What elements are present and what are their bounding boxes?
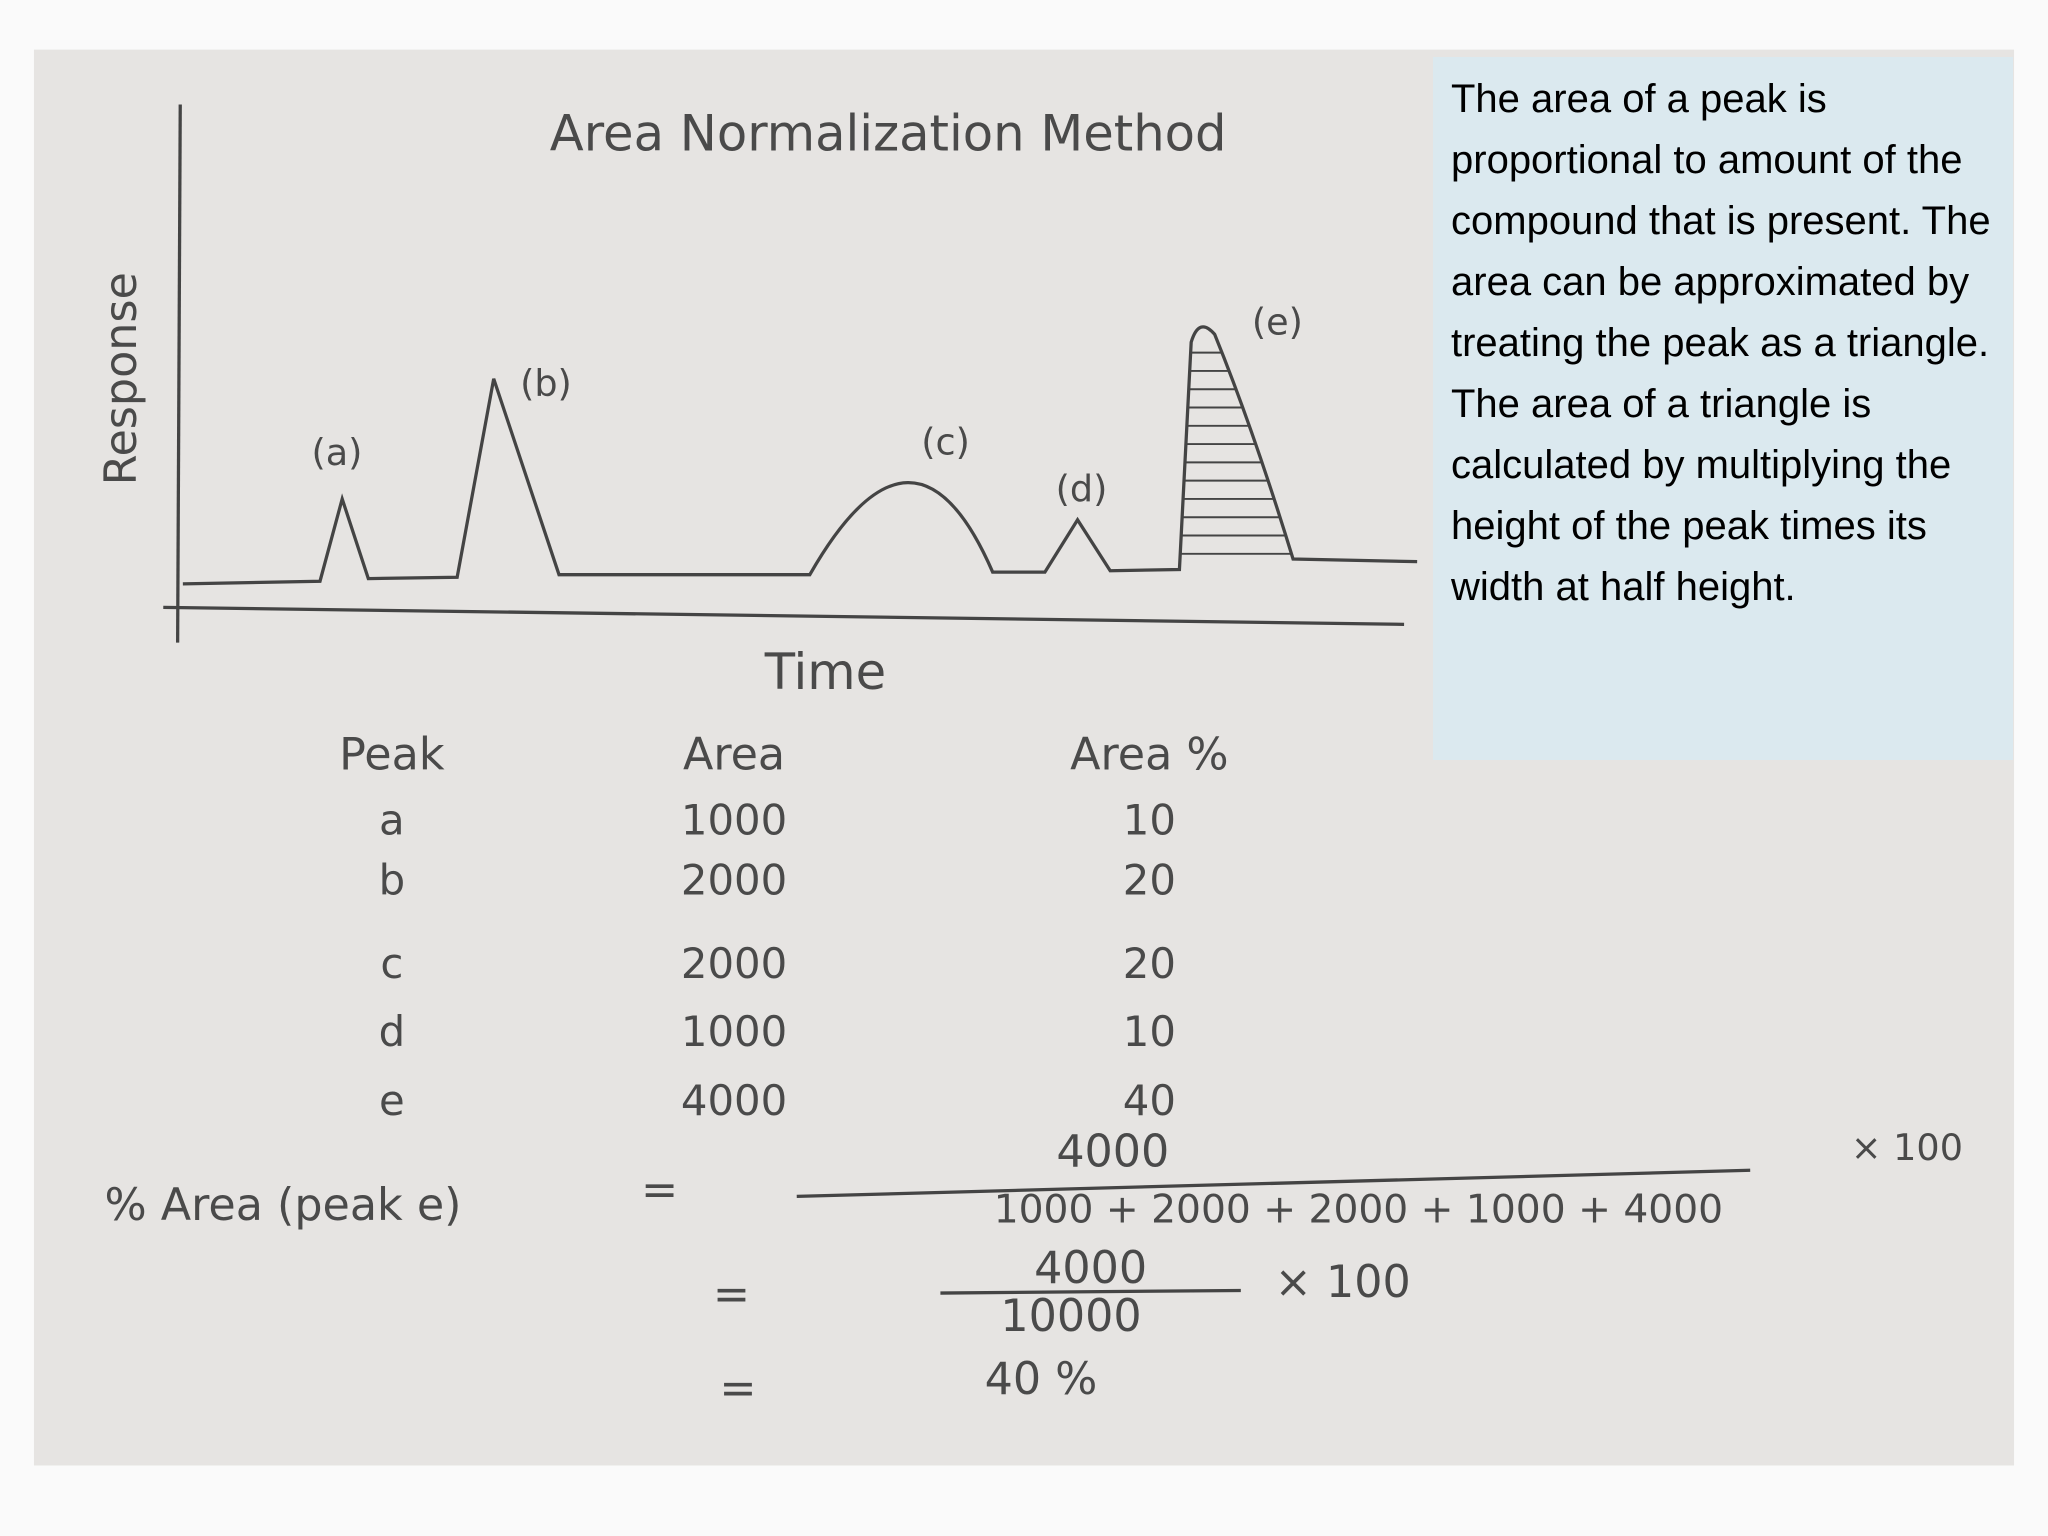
table-cell: 1000 bbox=[681, 1007, 787, 1056]
denominator: 1000 + 2000 + 2000 + 1000 + 4000 bbox=[994, 1188, 1723, 1233]
x-label: Time bbox=[764, 643, 886, 701]
trace bbox=[182, 325, 1418, 586]
table-cell: 2000 bbox=[681, 855, 787, 904]
fraction-line bbox=[796, 1168, 1751, 1199]
table-cell: 1000 bbox=[681, 795, 787, 844]
multiplier: × 100 bbox=[1275, 1257, 1411, 1308]
table-cell: e bbox=[379, 1076, 405, 1125]
peak-label: (a) bbox=[312, 431, 363, 474]
y-label: Response bbox=[96, 272, 147, 485]
x-axis bbox=[163, 605, 1405, 626]
table-cell: 10 bbox=[1123, 795, 1176, 844]
equals: = bbox=[713, 1269, 750, 1320]
peak-label: (d) bbox=[1056, 468, 1108, 511]
note-box: The area of a peak is proportional to am… bbox=[1433, 57, 2013, 760]
table-cell: a bbox=[379, 795, 405, 844]
numerator: 4000 bbox=[1034, 1243, 1147, 1294]
result: 40 % bbox=[985, 1354, 1098, 1405]
table-cell: 20 bbox=[1123, 939, 1176, 988]
figure-title: Area Normalization Method bbox=[550, 105, 1227, 163]
table-cell: 10 bbox=[1123, 1007, 1176, 1056]
table-cell: b bbox=[379, 855, 406, 904]
table-header: Area % bbox=[1070, 730, 1228, 781]
equals: = bbox=[641, 1164, 678, 1215]
calculation: % Area (peak e) = 4000 1000 + 2000 + 200… bbox=[104, 1126, 1962, 1414]
table-cell: c bbox=[380, 939, 403, 988]
table-cell: d bbox=[379, 1007, 406, 1056]
denominator: 10000 bbox=[1000, 1291, 1141, 1342]
peak-label: (c) bbox=[921, 421, 970, 464]
table-header: Area bbox=[683, 730, 785, 781]
table-cell: 4000 bbox=[681, 1076, 787, 1125]
multiplier: × 100 bbox=[1851, 1126, 1963, 1169]
y-axis bbox=[176, 104, 182, 643]
peak-label: (b) bbox=[520, 362, 572, 405]
table-cell: 2000 bbox=[681, 939, 787, 988]
equals: = bbox=[719, 1363, 756, 1414]
fraction-line bbox=[940, 1288, 1241, 1295]
table-cell: 20 bbox=[1123, 855, 1176, 904]
table-header: Peak bbox=[339, 730, 445, 781]
calc-lhs: % Area (peak e) bbox=[104, 1180, 461, 1231]
numerator: 4000 bbox=[1056, 1127, 1169, 1178]
peak-label: (e) bbox=[1252, 300, 1303, 343]
chromatogram bbox=[163, 104, 1418, 643]
table-cell: 40 bbox=[1123, 1076, 1176, 1125]
